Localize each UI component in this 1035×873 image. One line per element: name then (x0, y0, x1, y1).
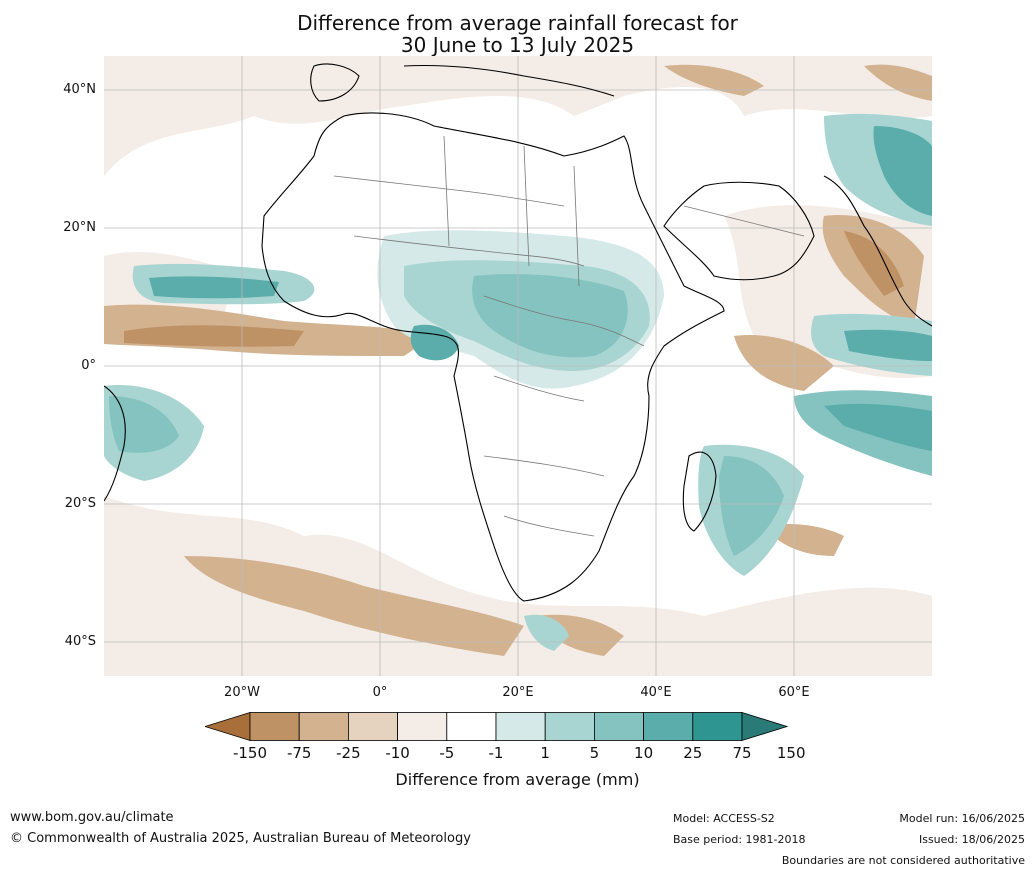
map-title-line2: 30 June to 13 July 2025 (400, 33, 635, 57)
footer-issued: Issued: 18/06/2025 (918, 833, 1025, 846)
map-title-line1: Difference from average rainfall forecas… (297, 11, 738, 35)
colorbar-tick-label: 75 (732, 744, 752, 762)
footer-disclaimer: Boundaries are not considered authoritat… (781, 854, 1025, 867)
coastlines (104, 63, 932, 602)
country-borders (333, 135, 805, 537)
colorbar-swatch (298, 712, 349, 741)
lat-label-20s: 20°S (64, 496, 96, 511)
graticule (104, 56, 932, 676)
colorbar-tick-label: -10 (385, 744, 410, 762)
footer-url: www.bom.gov.au/climate (10, 810, 174, 825)
colorbar-swatch (643, 712, 694, 741)
colorbar-swatch (593, 712, 644, 741)
colorbar-title: Difference from average (mm) (395, 770, 640, 789)
lat-label-0: 0° (81, 358, 96, 373)
footer-copyright: © Commonwealth of Australia 2025, Austra… (10, 831, 471, 846)
colorbar-swatch (446, 712, 497, 741)
footer-model-run: Model run: 16/06/2025 (899, 812, 1025, 825)
lat-label-40s: 40°S (64, 634, 96, 649)
colorbar-swatch (544, 712, 595, 741)
colorbar-tick-label: 10 (634, 744, 654, 762)
colorbar-tick-label: 25 (683, 744, 703, 762)
lon-label-20e: 20°E (502, 685, 534, 700)
colorbar-tick-label: -5 (439, 744, 455, 762)
colorbar-tick-label: 5 (589, 744, 600, 762)
colorbar-swatch (397, 712, 448, 741)
lon-label-0: 0° (372, 685, 388, 700)
footer-base-period: Base period: 1981-2018 (673, 833, 806, 846)
colorbar-tick-label: 150 (776, 744, 806, 762)
lon-label-40e: 40°E (640, 685, 672, 700)
colorbar-tick-label: -1 (488, 744, 504, 762)
colorbar (205, 712, 789, 742)
anomaly-shading (104, 56, 932, 676)
colorbar-tick-label: -25 (336, 744, 361, 762)
colorbar-extend-low (205, 712, 251, 742)
colorbar-swatch (347, 712, 398, 741)
colorbar-tick-label: -75 (286, 744, 312, 762)
lon-label-20w: 20°W (224, 685, 260, 700)
colorbar-tick-label: 1 (540, 744, 550, 762)
lon-label-60e: 60°E (778, 685, 810, 700)
lat-label-20n: 20°N (63, 220, 96, 235)
colorbar-swatch (692, 712, 743, 741)
rainfall-anomaly-map (104, 56, 932, 676)
colorbar-tick-label: -150 (232, 744, 268, 762)
colorbar-swatch (495, 712, 546, 741)
footer-model: Model: ACCESS-S2 (673, 812, 775, 825)
colorbar-swatch (249, 712, 300, 741)
colorbar-extend-high (741, 712, 789, 742)
lat-label-40n: 40°N (63, 82, 96, 97)
